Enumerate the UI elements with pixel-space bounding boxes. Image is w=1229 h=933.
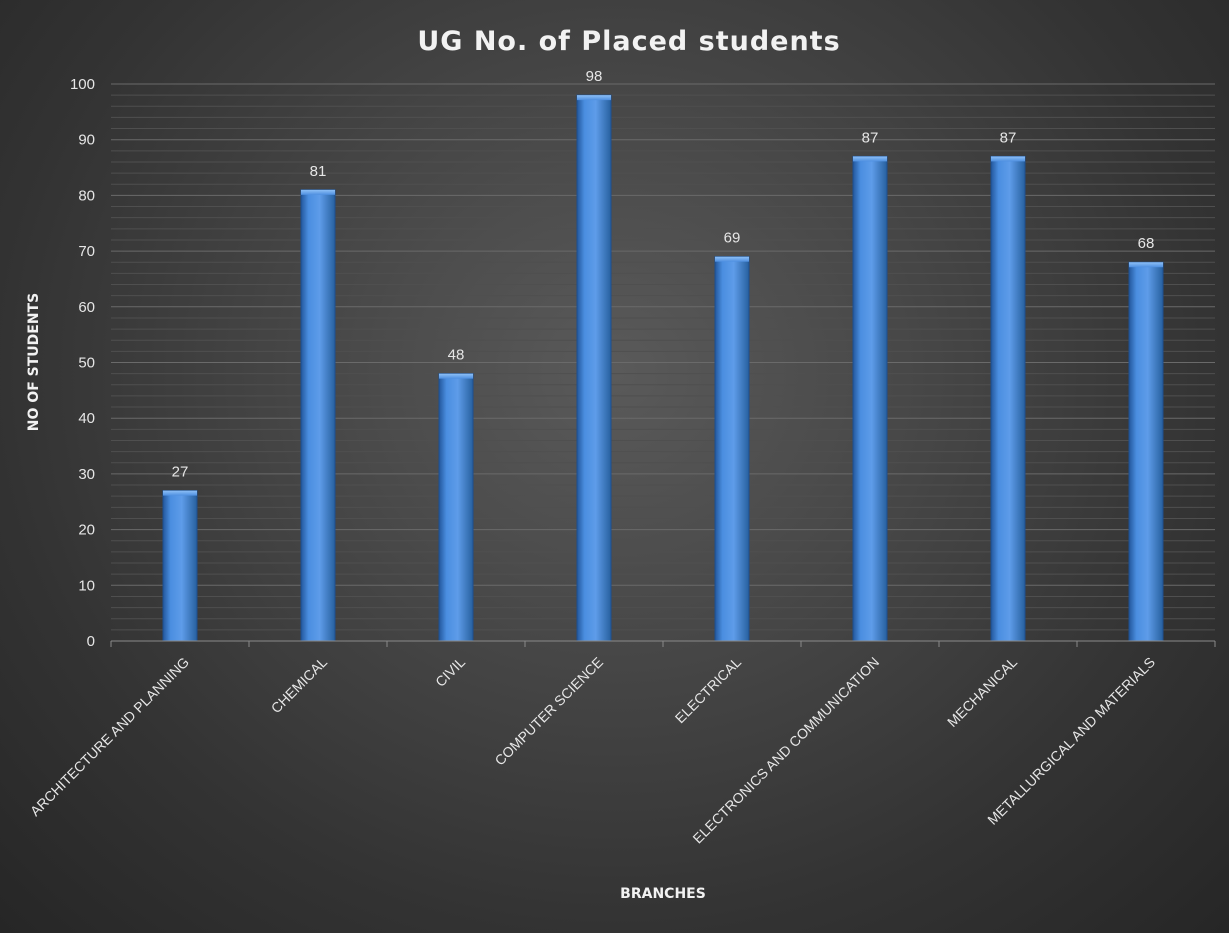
data-labels: 27 81 48 98 69 87 87 68 <box>172 68 1155 480</box>
x-axis-ticks: ARCHITECTURE AND PLANNING CHEMICAL CIVIL CO… <box>27 641 1216 846</box>
bar-body <box>300 189 336 642</box>
y-tick-label: 30 <box>78 466 95 483</box>
bar-cap <box>301 189 335 195</box>
bar-body <box>438 373 474 642</box>
x-tick-label: ARCHITECTURE AND PLANNING <box>27 654 192 819</box>
data-label: 68 <box>1138 235 1155 252</box>
y-tick-label: 60 <box>78 299 95 316</box>
bar-cap <box>577 95 611 101</box>
x-axis-title: BRANCHES <box>620 886 706 902</box>
data-label: 27 <box>172 464 189 481</box>
y-axis-ticks: 0 10 20 30 40 50 60 70 80 90 100 <box>70 76 95 650</box>
data-label: 87 <box>862 129 879 146</box>
y-tick-label: 0 <box>87 633 95 650</box>
bar-body <box>852 155 888 642</box>
bar <box>438 373 474 642</box>
data-label: 81 <box>310 163 327 180</box>
bar-cap <box>1129 262 1163 268</box>
y-axis-title: NO OF STUDENTS <box>26 293 42 431</box>
bar-body <box>990 155 1026 642</box>
bar-body <box>162 490 198 642</box>
data-label: 87 <box>1000 129 1017 146</box>
data-label: 48 <box>448 347 465 364</box>
y-tick-label: 70 <box>78 243 95 260</box>
bar <box>1128 261 1164 642</box>
gridlines <box>111 83 1215 642</box>
bar <box>300 189 336 642</box>
bar <box>990 155 1026 642</box>
bar <box>576 94 612 642</box>
bar-body <box>1128 261 1164 642</box>
bar-cap <box>991 156 1025 162</box>
bar-cap <box>439 373 473 379</box>
y-tick-label: 20 <box>78 522 95 539</box>
y-tick-label: 10 <box>78 577 95 594</box>
bar <box>162 490 198 642</box>
bar <box>714 256 750 642</box>
y-tick-label: 80 <box>78 187 95 204</box>
bar-cap <box>715 256 749 262</box>
chart-title: UG No. of Placed students <box>417 26 840 57</box>
x-tick-label: ELECTRICAL <box>672 654 745 727</box>
bar-cap <box>163 490 197 496</box>
data-label: 69 <box>724 230 741 247</box>
bar-body <box>576 94 612 642</box>
bar-body <box>714 256 750 642</box>
x-tick-label: COMPUTER SCIENCE <box>491 654 606 769</box>
bar <box>852 155 888 642</box>
bar-cap <box>853 156 887 162</box>
y-tick-label: 100 <box>70 76 95 93</box>
y-tick-label: 40 <box>78 410 95 427</box>
y-tick-label: 50 <box>78 355 95 372</box>
x-tick-label: MECHANICAL <box>944 654 1020 730</box>
bars <box>162 94 1164 642</box>
x-tick-label: CHEMICAL <box>268 654 331 717</box>
x-tick-label: METALLURGICAL AND MATERIALS <box>984 654 1158 828</box>
data-label: 98 <box>586 68 603 85</box>
y-tick-label: 90 <box>78 132 95 149</box>
x-tick-label: CIVIL <box>432 654 468 690</box>
